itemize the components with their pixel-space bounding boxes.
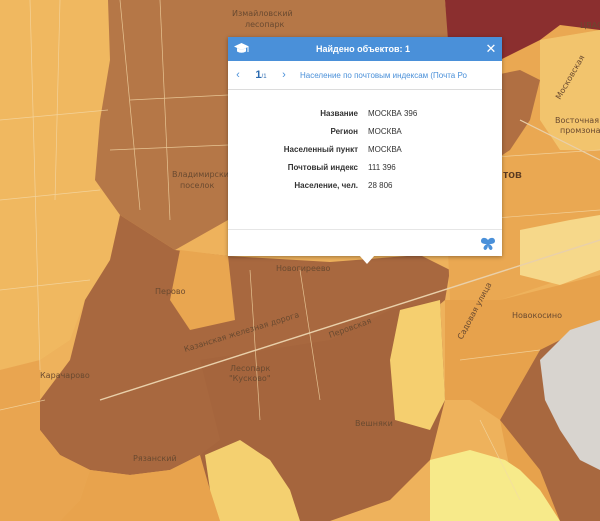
result-counter: 1/1 [248, 69, 274, 81]
layer-name-link[interactable]: Население по почтовым индексам (Почта Ро [300, 70, 467, 80]
attribute-value: 111 396 [368, 162, 396, 172]
attribute-key: Регион [330, 126, 358, 136]
map-label: Рязанский [133, 454, 177, 463]
popup-footer [228, 229, 502, 256]
popup-title: Найдено объектов: 1 [315, 44, 411, 54]
popup-navigation: ‹ 1/1 › Население по почтовым индексам (… [228, 61, 502, 90]
attribute-row: Регион МОСКВА [228, 122, 502, 140]
attribute-row: Населенный пункт МОСКВА [228, 140, 502, 158]
map-label: Лесопарк [230, 364, 270, 373]
map-label: промзона [560, 126, 600, 135]
district-polygon[interactable] [520, 215, 600, 285]
district-polygon[interactable] [0, 0, 120, 370]
map-label: Восточная [555, 116, 599, 125]
total-count: /1 [261, 74, 267, 80]
map-label: поселок [180, 181, 214, 190]
map-label: Новокосино [512, 311, 562, 320]
chevron-right-icon[interactable]: › [282, 69, 286, 81]
feature-info-popup: Найдено объектов: 1 ✕ ‹ 1/1 › Население … [228, 37, 502, 256]
graduation-cap-icon [228, 37, 254, 61]
popup-header: Найдено объектов: 1 ✕ [228, 37, 502, 61]
popup-pointer [359, 255, 375, 264]
attribute-key: Население, чел. [294, 180, 358, 190]
map-label: тов [503, 169, 522, 181]
attribute-key: Населенный пункт [283, 144, 358, 154]
map-label: Новогиреево [276, 264, 331, 273]
map-label: Владимирский [172, 170, 234, 179]
attribute-table: Название МОСКВА 396 Регион МОСКВА Населе… [228, 90, 502, 194]
district-polygon[interactable] [95, 0, 450, 250]
district-polygon[interactable] [170, 250, 235, 330]
road-line [519, 119, 600, 161]
close-icon[interactable]: ✕ [485, 41, 497, 56]
attribute-key: Почтовый индекс [287, 162, 358, 172]
map-label: лесопарк [245, 20, 285, 29]
map-label: Измайловский [232, 9, 293, 18]
attribute-row: Население, чел. 28 806 [228, 176, 502, 194]
park-area [540, 320, 600, 470]
attribute-value: МОСКВА [368, 144, 402, 154]
attribute-row: Название МОСКВА 396 [228, 104, 502, 122]
chevron-left-icon[interactable]: ‹ [236, 69, 240, 81]
district-polygon[interactable] [0, 360, 90, 521]
attribute-value: МОСКВА [368, 126, 402, 136]
map-label: "Кусково" [229, 374, 271, 383]
railway-line [99, 239, 600, 401]
current-index: 1 [255, 69, 262, 81]
district-polygon[interactable] [205, 440, 300, 521]
map-label: ЦВАО [580, 21, 600, 30]
district-polygon[interactable] [430, 450, 560, 521]
district-polygon[interactable] [540, 30, 600, 150]
attribute-key: Название [320, 108, 358, 118]
map-label: Карачарово [40, 371, 90, 380]
attribute-value: МОСКВА 396 [368, 108, 418, 118]
map-label: Перово [155, 287, 186, 296]
map-label: Вешняки [355, 419, 393, 428]
attribute-row: Почтовый индекс 111 396 [228, 158, 502, 176]
district-polygon[interactable] [390, 300, 445, 430]
district-polygon[interactable] [60, 455, 220, 521]
attribute-value: 28 806 [368, 180, 393, 190]
butterfly-icon[interactable] [480, 237, 496, 251]
district-polygon[interactable] [40, 215, 450, 475]
